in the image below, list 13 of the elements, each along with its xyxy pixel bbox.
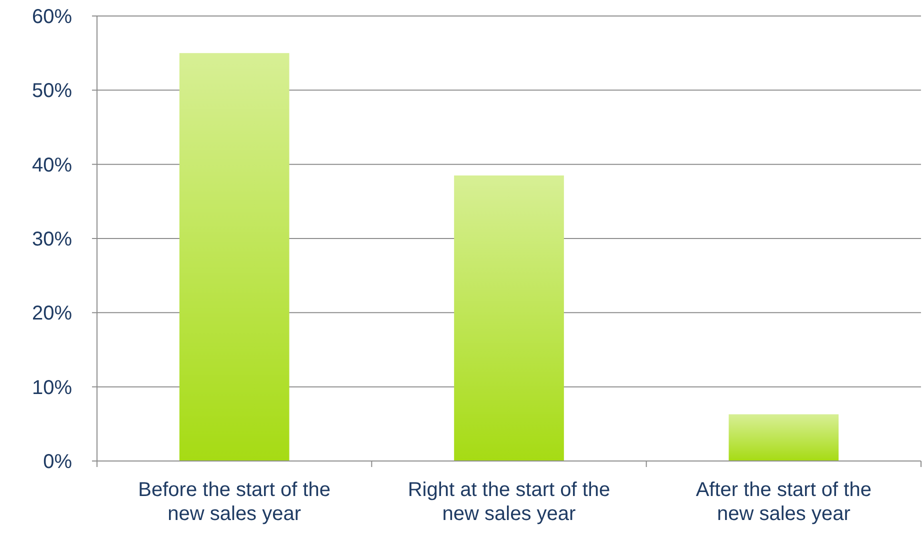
x-tick-label: Before the start of the new sales year	[138, 479, 331, 525]
bar	[179, 53, 290, 461]
y-tick-label: 30%	[32, 228, 72, 250]
bar	[728, 414, 839, 461]
y-tick-label: 10%	[32, 376, 72, 399]
y-tick-label: 0%	[43, 451, 72, 473]
x-tick-label: Right at the start of the new sales year	[408, 479, 610, 525]
y-tick-label: 50%	[32, 80, 72, 102]
x-tick-label: After the start of the new sales year	[696, 479, 872, 525]
bar	[454, 175, 564, 461]
y-tick-label: 40%	[32, 154, 72, 176]
y-tick-label: 60%	[32, 6, 72, 28]
y-tick-label: 20%	[32, 302, 72, 325]
